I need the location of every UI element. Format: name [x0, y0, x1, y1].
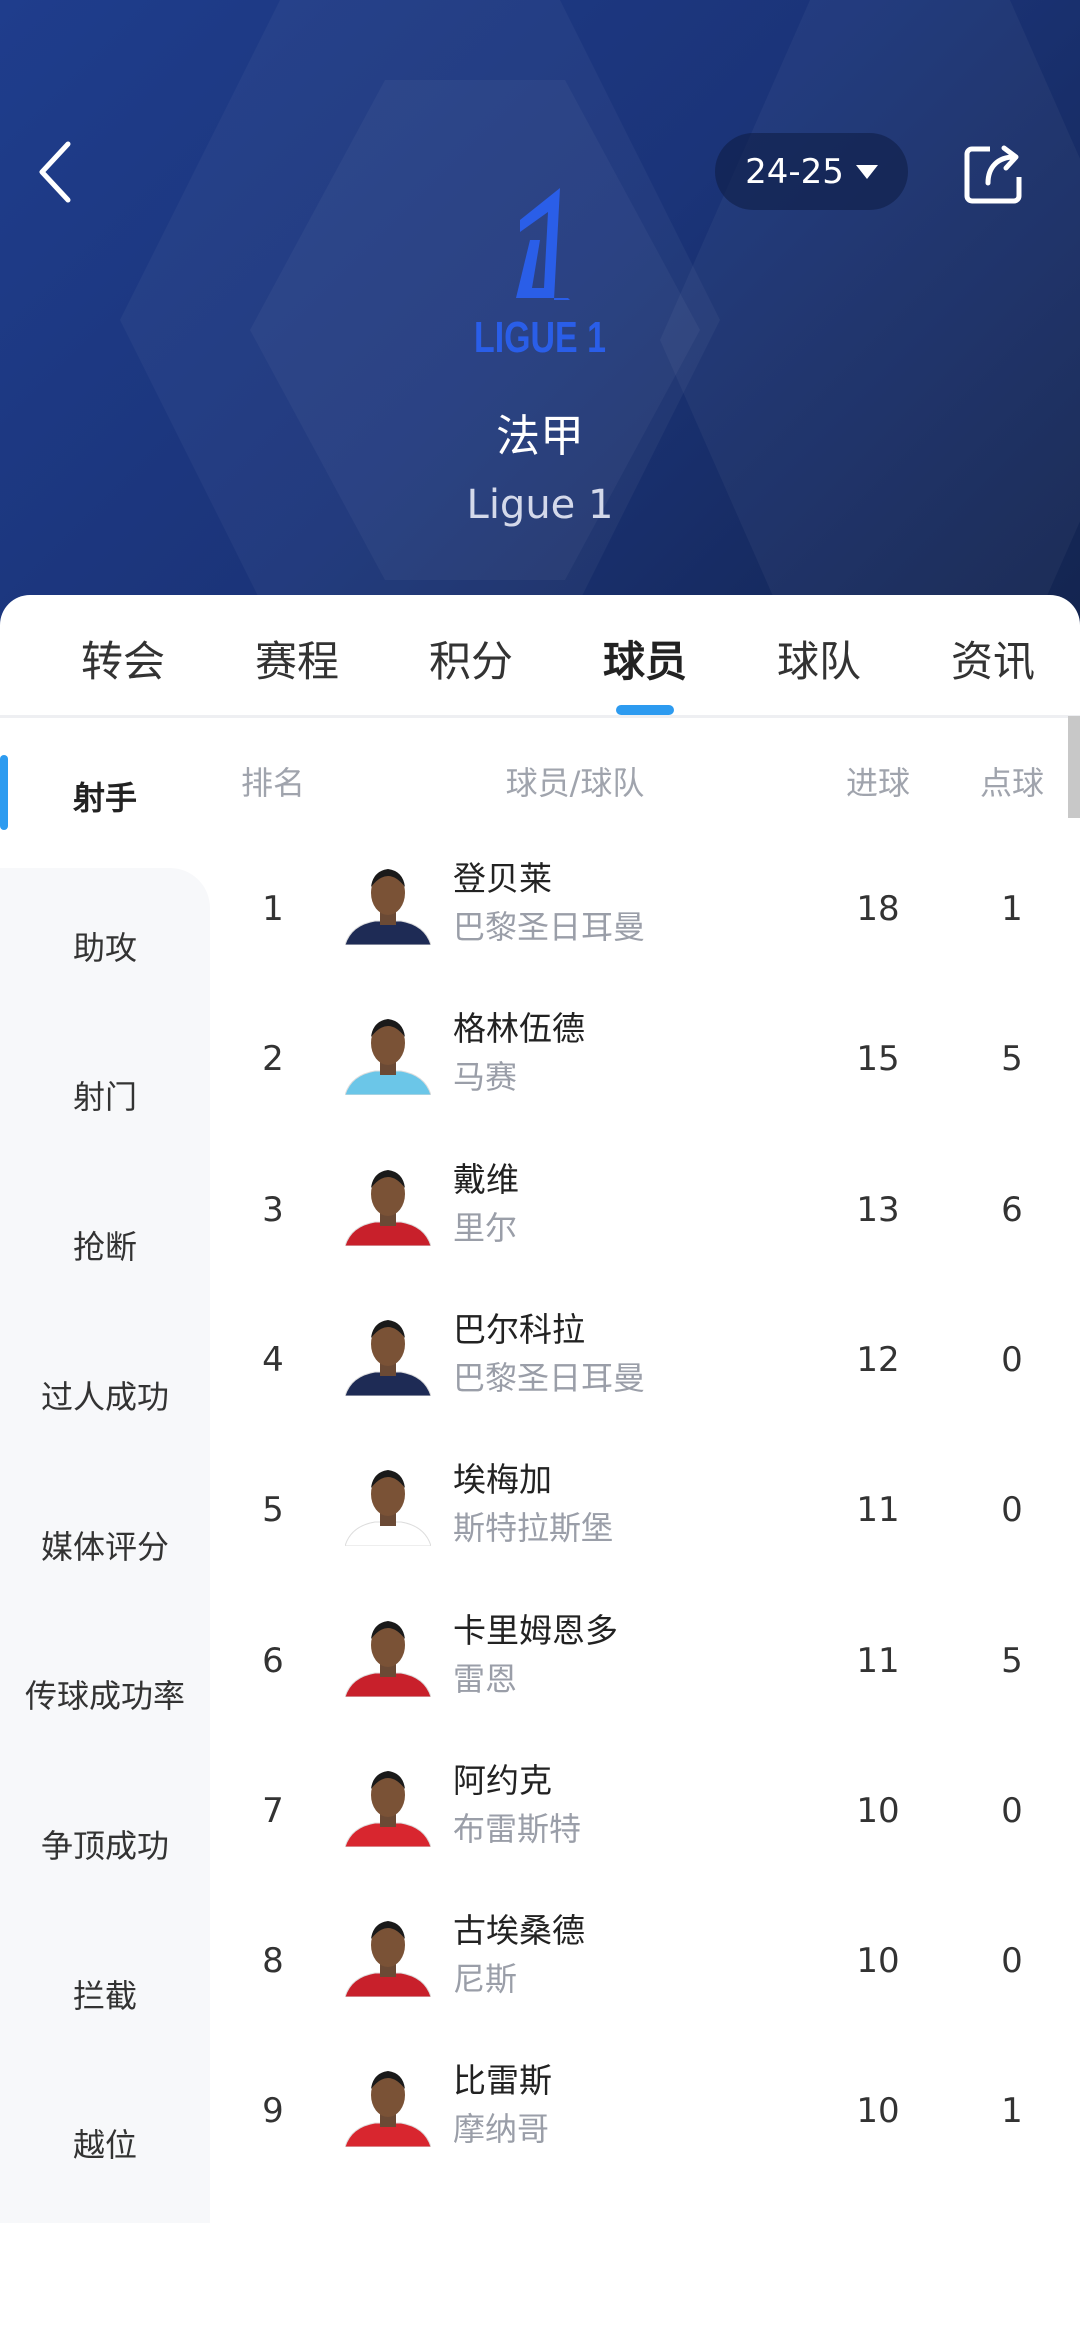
goals: 11 [856, 1490, 900, 1531]
rank: 4 [262, 1339, 284, 1380]
sidebar-item[interactable]: 助攻 [72, 928, 137, 967]
sidebar-item[interactable]: 射手 [72, 779, 137, 817]
goals: 10 [856, 1790, 900, 1831]
goals: 12 [856, 1339, 900, 1380]
share-icon[interactable] [962, 143, 1024, 205]
player-avatar [345, 1620, 431, 1697]
penalties: 0 [1001, 1339, 1023, 1380]
penalties: 0 [1001, 1490, 1023, 1531]
team-name: 布雷斯特 [453, 1809, 582, 1848]
player-row[interactable]: 3 戴维 里尔 13 6 [210, 1138, 1080, 1288]
penalties: 0 [1001, 1941, 1023, 1982]
player-row[interactable]: 7 阿约克 布雷斯特 10 0 [210, 1739, 1080, 1889]
divider [0, 715, 1080, 718]
team-name: 摩纳哥 [453, 2110, 550, 2149]
sidebar-item[interactable]: 抢断 [72, 1228, 137, 1267]
tab-teams[interactable]: 球队 [776, 637, 861, 686]
goals: 10 [856, 1941, 900, 1982]
player-row[interactable]: 5 埃梅加 斯特拉斯堡 11 0 [210, 1438, 1080, 1588]
penalties: 0 [1001, 1790, 1023, 1831]
caret-down-icon [855, 164, 878, 179]
player-row[interactable]: 2 格林伍德 马赛 15 5 [210, 987, 1080, 1137]
col-rank: 排名 [240, 764, 306, 802]
rank: 5 [262, 1490, 284, 1531]
col-player: 球员/球队 [505, 764, 645, 802]
player-row[interactable]: 1 登贝莱 巴黎圣日耳曼 18 1 [210, 837, 1080, 987]
league-name-en: Ligue 1 [466, 482, 614, 528]
sidebar-item[interactable]: 拦截 [72, 1976, 137, 2015]
player-name[interactable]: 格林伍德 [453, 1009, 585, 1049]
goals: 10 [856, 2091, 900, 2132]
team-name: 雷恩 [453, 1659, 518, 1698]
horizontal-scrollbar[interactable] [1068, 716, 1080, 818]
svg-text:LIGUE 1: LIGUE 1 [474, 313, 606, 360]
content-sheet: 转会 赛程 积分 球员 球队 资讯 射手助攻射门抢断过人成功媒体评分传球成功率争… [0, 595, 1080, 2223]
penalties: 1 [1001, 889, 1023, 929]
penalties: 6 [1001, 1189, 1023, 1230]
player-row[interactable]: 8 古埃桑德 尼斯 10 0 [210, 1889, 1080, 2039]
col-penalties[interactable]: 点球 [979, 764, 1045, 802]
sidebar-item[interactable]: 越位 [72, 2126, 137, 2165]
player-avatar [345, 2071, 431, 2148]
team-name: 尼斯 [453, 1960, 518, 1999]
team-name: 里尔 [453, 1208, 518, 1247]
player-name[interactable]: 戴维 [453, 1159, 519, 1199]
player-row[interactable]: 4 巴尔科拉 巴黎圣日耳曼 12 0 [210, 1288, 1080, 1438]
goals: 11 [856, 1640, 900, 1681]
season-selector[interactable]: 24-25 [715, 133, 908, 210]
rank: 7 [262, 1790, 284, 1831]
rank: 1 [262, 889, 284, 929]
player-name[interactable]: 巴尔科拉 [453, 1309, 585, 1349]
player-avatar [345, 1770, 431, 1847]
sidebar-item[interactable]: 争顶成功 [40, 1826, 169, 1865]
team-name: 马赛 [453, 1058, 518, 1097]
tab-news[interactable]: 资讯 [950, 637, 1035, 686]
player-name[interactable]: 卡里姆恩多 [453, 1610, 618, 1650]
season-label: 24-25 [745, 151, 844, 192]
rank: 2 [262, 1039, 284, 1080]
goals: 18 [856, 889, 900, 929]
tab-transfers[interactable]: 转会 [80, 637, 165, 686]
back-icon[interactable] [36, 140, 76, 204]
player-name[interactable]: 登贝莱 [453, 859, 552, 898]
tab-schedule[interactable]: 赛程 [254, 637, 339, 686]
penalties: 5 [1001, 1039, 1023, 1080]
goals: 13 [856, 1189, 900, 1230]
player-avatar [345, 1169, 431, 1246]
team-name: 巴黎圣日耳曼 [453, 908, 646, 946]
stat-sidebar [0, 868, 210, 2223]
sidebar-item[interactable]: 传球成功率 [24, 1677, 185, 1716]
penalties: 1 [1001, 2091, 1023, 2132]
tab-standings[interactable]: 积分 [428, 637, 513, 686]
penalties: 5 [1001, 1640, 1023, 1681]
player-avatar [345, 1470, 431, 1547]
player-name[interactable]: 古埃桑德 [453, 1911, 585, 1951]
sidebar-item[interactable]: 射门 [72, 1078, 137, 1117]
player-avatar [345, 1921, 431, 1998]
rank: 8 [262, 1941, 284, 1982]
player-row[interactable]: 9 比雷斯 摩纳哥 10 1 [210, 2039, 1080, 2189]
sidebar-item[interactable]: 媒体评分 [40, 1527, 169, 1566]
team-name: 巴黎圣日耳曼 [453, 1358, 646, 1397]
tab-players[interactable]: 球员 [602, 637, 687, 686]
team-name: 斯特拉斯堡 [453, 1509, 614, 1548]
league-header: 24-25 LIGUE 1 法甲 Ligue 1 [0, 0, 1080, 640]
rank: 6 [262, 1640, 284, 1681]
rank: 9 [262, 2091, 284, 2132]
player-name[interactable]: 埃梅加 [453, 1460, 552, 1500]
ligue1-logo: LIGUE 1 [474, 188, 606, 360]
col-goals[interactable]: 进球 [845, 764, 911, 802]
rank: 3 [262, 1189, 284, 1230]
sidebar-item[interactable]: 过人成功 [40, 1377, 169, 1416]
player-avatar [345, 1319, 431, 1396]
player-name[interactable]: 比雷斯 [453, 2061, 552, 2101]
player-avatar [345, 869, 431, 945]
player-name[interactable]: 阿约克 [453, 1760, 552, 1800]
league-name-cn: 法甲 [496, 411, 584, 462]
active-tab-indicator [616, 705, 674, 715]
active-category-indicator [0, 755, 8, 830]
goals: 15 [856, 1039, 900, 1080]
player-row[interactable]: 6 卡里姆恩多 雷恩 11 5 [210, 1589, 1080, 1739]
player-avatar [345, 1019, 431, 1096]
